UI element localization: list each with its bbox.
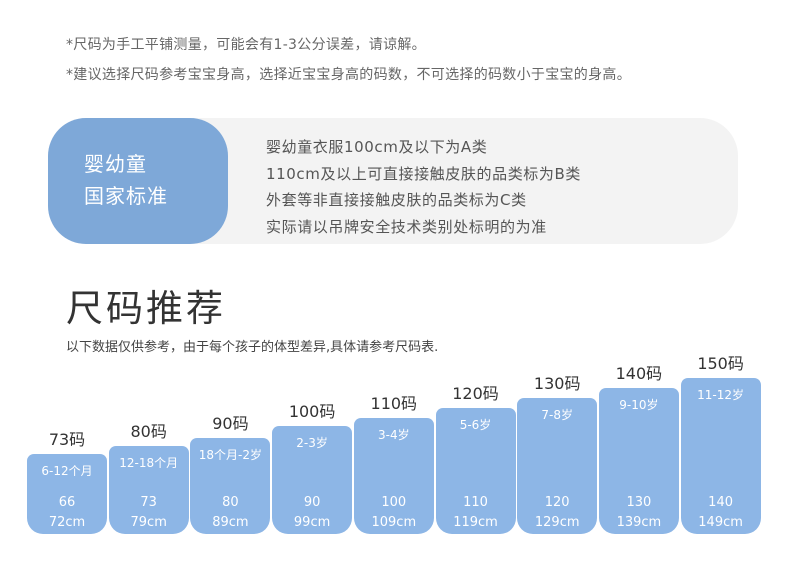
size-height: 80 [222,495,239,510]
size-range: 139cm [616,515,662,530]
size-bar: 6-12个月 66 72cm [27,454,107,534]
size-bar: 18个月-2岁 80 89cm [190,438,271,534]
size-range: 99cm [293,515,331,530]
size-height: 110 [463,495,488,510]
size-age: 11-12岁 [697,388,745,402]
size-range: 79cm [130,515,167,530]
badge-line-1: 婴幼童 [84,152,147,176]
size-bar: 11-12岁 140 149cm [680,378,761,534]
size-age: 2-3岁 [296,436,328,450]
size-age: 5-6岁 [459,418,492,432]
badge-line-2: 国家标准 [84,184,168,208]
standard-lines: 婴幼童衣服100cm及以下为A类 110cm及以上可直接接触皮肤的品类标为B类 … [266,134,581,240]
size-range: 72cm [48,515,86,530]
size-range: 149cm [698,515,743,530]
measurement-note: *尺码为手工平铺测量，可能会有1-3公分误差，请谅解。 [66,37,426,53]
size-label: 110码 [370,394,418,413]
size-height: 140 [708,495,733,510]
size-height: 90 [303,495,321,510]
standard-badge: 婴幼童 国家标准 [48,118,228,244]
standard-line: 外套等非直接接触皮肤的品类标为C类 [266,191,527,209]
size-age: 9-10岁 [619,398,659,412]
size-bar: 9-10岁 130 139cm [598,388,679,534]
size-bar: 12-18个月 73 79cm [108,446,189,534]
size-age: 18个月-2岁 [198,448,263,462]
size-height: 100 [381,495,407,510]
size-range: 129cm [534,515,580,530]
size-height: 73 [140,495,157,510]
size-age: 7-8岁 [541,408,573,422]
size-range: 109cm [371,515,417,530]
size-range: 89cm [212,515,249,530]
size-label: 150码 [697,354,744,373]
size-label: 90码 [212,414,249,433]
size-bar: 7-8岁 120 129cm [517,398,598,534]
size-age: 3-4岁 [377,428,410,442]
section-title: 尺码推荐 [66,287,226,330]
standard-line: 婴幼童衣服100cm及以下为A类 [266,138,488,156]
standard-line: 实际请以吊牌安全技术类别处标明的为准 [266,217,547,236]
size-height: 130 [626,495,652,510]
section-subtitle: 以下数据仅供参考，由于每个孩子的体型差异,具体请参考尺码表. [66,340,439,355]
size-label: 130码 [533,374,581,393]
size-age: 6-12个月 [41,464,93,478]
size-bar: 3-4岁 100 109cm [353,418,434,534]
size-label: 120码 [452,384,499,403]
size-height: 120 [544,495,570,510]
size-range: 119cm [453,515,498,530]
size-age: 12-18个月 [119,456,179,470]
standard-line: 110cm及以上可直接接触皮肤的品类标为B类 [266,164,581,183]
size-label: 100码 [288,402,336,421]
size-height: 66 [58,495,76,510]
size-label: 73码 [48,430,86,449]
size-bar: 5-6岁 110 119cm [435,408,516,534]
size-advice-note: *建议选择尺码参考宝宝身高，选择近宝宝身高的码数，不可选择的码数小于宝宝的身高。 [66,67,631,83]
size-label: 80码 [130,422,167,441]
size-bar: 2-3岁 90 99cm [272,426,353,534]
size-label: 140码 [615,364,663,383]
